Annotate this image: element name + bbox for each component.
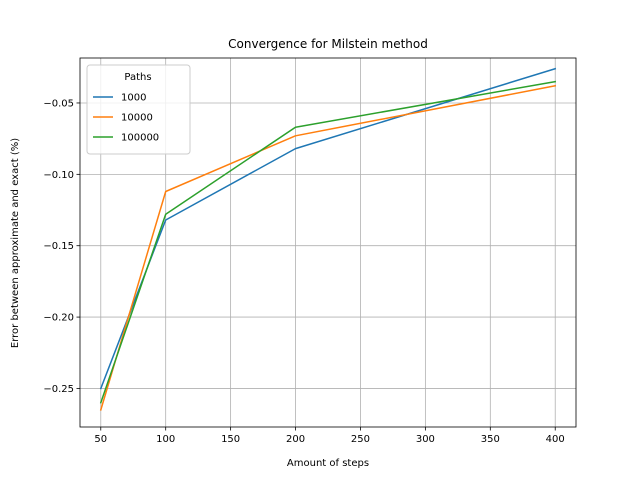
legend-label-1000: 1000 — [121, 93, 146, 104]
legend-entries: 1000 10000 100000 — [93, 93, 159, 144]
x-axis-label: Amount of steps — [287, 458, 369, 469]
x-tick-label: 250 — [351, 434, 370, 445]
x-tick-label: 150 — [221, 434, 240, 445]
x-tick-label: 50 — [94, 434, 107, 445]
y-tick-label: −0.05 — [43, 98, 74, 109]
x-tick-label: 200 — [286, 434, 305, 445]
y-tick-label: −0.15 — [43, 241, 74, 252]
series-line-10000 — [99, 84, 557, 411]
plot-frame — [79, 57, 577, 428]
grid — [80, 58, 576, 427]
series-line-1000 — [99, 67, 557, 390]
legend-label-100000: 100000 — [121, 133, 159, 144]
x-tick-label: 350 — [481, 434, 500, 445]
y-tick-label: −0.10 — [43, 170, 74, 181]
legend-title: Paths — [124, 72, 151, 83]
legend-box — [86, 64, 191, 155]
axis-ticks: 50 100 150 200 250 300 350 400 −0.25 −0.20 −0.15 −0… — [43, 98, 564, 445]
legend-label-10000: 10000 — [121, 113, 153, 124]
y-tick-label: −0.20 — [43, 313, 74, 324]
series-line-100000 — [99, 80, 557, 404]
y-axis-label: Error between approximate and exact (%) — [10, 138, 21, 348]
chart-title: Convergence for Milstein method — [228, 37, 428, 51]
y-tick-label: −0.25 — [43, 384, 74, 395]
x-tick-label: 100 — [156, 434, 175, 445]
legend: Paths 1000 10000 100000 — [86, 64, 191, 155]
series-lines — [99, 67, 557, 411]
x-tick-label: 400 — [546, 434, 565, 445]
x-tick-label: 300 — [416, 434, 435, 445]
